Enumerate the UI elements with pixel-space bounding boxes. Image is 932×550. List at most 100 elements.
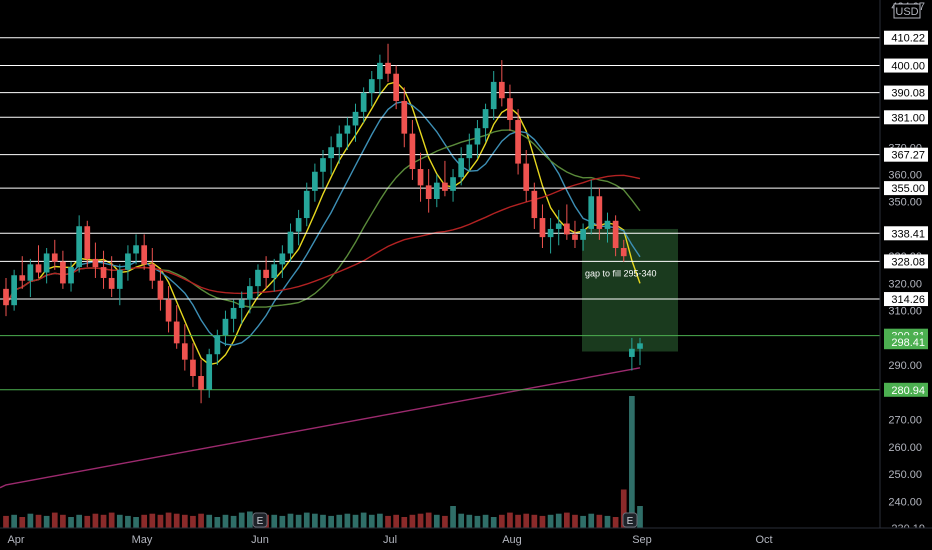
candle-body bbox=[263, 269, 269, 278]
candle bbox=[263, 256, 269, 289]
volume-bar bbox=[385, 515, 391, 528]
volume-bar bbox=[482, 514, 489, 528]
volume-bar bbox=[377, 513, 383, 528]
volume-bar bbox=[287, 513, 294, 528]
candle-body bbox=[629, 348, 635, 357]
level-badge: 314.26 bbox=[884, 292, 928, 307]
candle-body bbox=[255, 269, 261, 287]
candle-body bbox=[620, 248, 627, 257]
candle bbox=[482, 103, 489, 142]
time-axis[interactable]: Apr May Jun Jul Aug Sep Oct bbox=[0, 527, 932, 550]
volume-bar bbox=[336, 514, 343, 528]
volume-bar bbox=[466, 514, 473, 528]
candle-body bbox=[368, 79, 375, 93]
volume-bar bbox=[425, 512, 432, 528]
candle bbox=[68, 261, 74, 292]
candle-body bbox=[51, 253, 58, 262]
candle-body bbox=[482, 109, 489, 129]
y-tick-label: 290.00 bbox=[888, 360, 922, 372]
level-badge: 355.00 bbox=[884, 181, 928, 196]
earnings-badge[interactable] bbox=[622, 512, 638, 528]
candle-body bbox=[84, 226, 91, 259]
volume-bar bbox=[11, 514, 17, 528]
candle bbox=[206, 348, 213, 398]
candle-body bbox=[181, 343, 188, 360]
currency-label: USD bbox=[895, 6, 918, 18]
candle-body bbox=[442, 182, 448, 191]
volume-bar bbox=[141, 514, 148, 528]
candles bbox=[3, 43, 643, 404]
volume-bar bbox=[572, 514, 578, 528]
candle bbox=[555, 209, 562, 246]
candle-body bbox=[141, 245, 148, 265]
level-badge-bg bbox=[884, 292, 928, 307]
candle-body bbox=[108, 277, 115, 289]
candle-body bbox=[271, 264, 278, 278]
candle-body bbox=[133, 245, 139, 254]
candle bbox=[312, 163, 318, 202]
candle-body bbox=[417, 169, 424, 186]
level-badge-text: 338.41 bbox=[891, 228, 925, 240]
candle bbox=[433, 174, 440, 208]
currency-badge[interactable]: USD bbox=[893, 3, 921, 19]
candle-body bbox=[214, 335, 221, 355]
candle bbox=[238, 291, 245, 325]
candle bbox=[588, 179, 595, 235]
volume-bar bbox=[580, 515, 586, 528]
y-tick-label: 270.00 bbox=[888, 415, 922, 427]
candle bbox=[27, 258, 34, 298]
volume-bar bbox=[507, 512, 513, 528]
y-tick-label: 260.00 bbox=[888, 442, 922, 454]
earnings-marker[interactable]: E bbox=[252, 512, 268, 528]
volume-bar bbox=[181, 514, 188, 528]
earnings-badge[interactable] bbox=[252, 512, 268, 528]
volume-bar bbox=[401, 517, 408, 528]
candle-body bbox=[360, 92, 367, 112]
volume-bar bbox=[125, 515, 131, 528]
candle bbox=[604, 212, 611, 243]
candle bbox=[222, 310, 229, 347]
candle-body bbox=[92, 258, 99, 268]
earnings-marker[interactable]: E bbox=[622, 512, 638, 528]
candle bbox=[531, 182, 538, 229]
candle-body bbox=[3, 288, 9, 306]
candle bbox=[572, 220, 578, 249]
currency-badge-bg[interactable] bbox=[893, 3, 921, 19]
candle bbox=[133, 234, 139, 265]
candle-body bbox=[580, 228, 586, 240]
candle-body bbox=[303, 190, 310, 219]
candle-body bbox=[43, 253, 50, 273]
earnings-label: E bbox=[627, 516, 634, 527]
candle-body bbox=[564, 223, 570, 235]
candle-body bbox=[287, 231, 294, 254]
x-tick-may: May bbox=[132, 534, 153, 546]
candle bbox=[108, 256, 115, 298]
candle bbox=[287, 223, 294, 262]
candle-body bbox=[198, 376, 204, 390]
level-badge-bg bbox=[884, 254, 928, 269]
level-badge: 410.22 bbox=[884, 30, 928, 45]
volume-bar bbox=[596, 514, 603, 528]
candle-body bbox=[206, 354, 213, 390]
volume-bar bbox=[157, 514, 164, 528]
candle bbox=[303, 182, 310, 227]
level-badge-bg bbox=[884, 382, 928, 397]
x-tick-sep: Sep bbox=[632, 534, 652, 546]
volume-bar bbox=[100, 514, 107, 528]
candle-body bbox=[344, 125, 351, 134]
candle bbox=[230, 299, 237, 333]
candle bbox=[458, 147, 465, 186]
level-badge: 390.08 bbox=[884, 85, 928, 100]
volume-bar bbox=[222, 514, 229, 528]
y-tick-label: 320.00 bbox=[888, 278, 922, 290]
level-badge-bg bbox=[884, 58, 928, 73]
candle bbox=[157, 269, 164, 311]
candle bbox=[60, 250, 66, 289]
candle-body bbox=[165, 299, 172, 322]
gap-zone-rect bbox=[582, 228, 678, 352]
price-axis[interactable]: 240.00 250.00 260.00 270.00 290.00 310.00 320.… bbox=[879, 0, 932, 550]
candle bbox=[580, 223, 586, 251]
candle-body bbox=[238, 299, 245, 308]
